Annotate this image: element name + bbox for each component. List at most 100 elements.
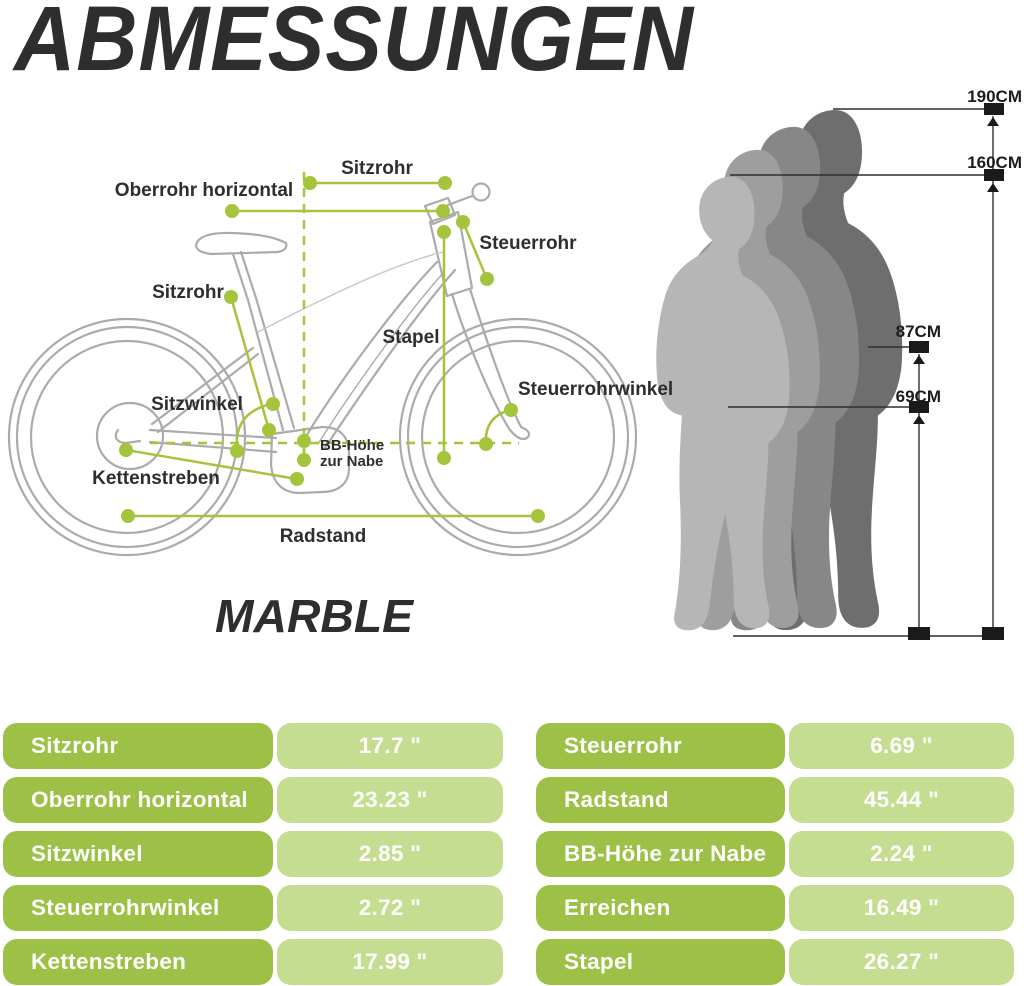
rear-hub-motor	[95, 401, 165, 471]
cable-line	[257, 251, 444, 333]
dim-label-steuerrohrwinkel: Steuerrohrwinkel	[3, 885, 273, 931]
height-value-87: 87CM	[896, 322, 941, 341]
measure-dot	[437, 451, 451, 465]
dim-kettenstreben	[119, 443, 304, 486]
dim-radstand	[121, 509, 545, 523]
measure-dot	[266, 397, 280, 411]
measure-dot	[297, 453, 311, 467]
dim-value-kettenstreben: 17.99 "	[277, 939, 503, 985]
measure-dot	[297, 434, 311, 448]
dim-label-erreichen: Erreichen	[536, 885, 785, 931]
label-steuerrohr: Steuerrohr	[479, 233, 577, 254]
dim-value-oberrohr: 23.23 "	[277, 777, 503, 823]
marker-87-arrow	[913, 355, 925, 364]
marker-69-arrow	[913, 415, 925, 424]
height-value-190: 190CM	[967, 87, 1022, 106]
marker-190	[984, 103, 1004, 115]
height-value-69: 69CM	[896, 387, 941, 406]
grip-ring	[471, 182, 491, 202]
model-name: MARBLE	[215, 590, 414, 642]
measure-dot	[438, 176, 452, 190]
frame	[148, 182, 531, 495]
rear-dropout	[114, 428, 142, 445]
label-kettenstreben: Kettenstreben	[92, 468, 220, 489]
measure-dot	[531, 509, 545, 523]
measure-dot	[456, 215, 470, 229]
bike-dimensions-diagram: ABMESSUNGEN 190CM 160CM 87CM 69CM	[7, 0, 1022, 642]
dim-value-erreichen: 16.49 "	[789, 885, 1014, 931]
label-bb-hoehe-1: BB-Höhe	[320, 437, 384, 454]
label-sitzrohr-top: Sitzrohr	[341, 158, 413, 179]
dim-label-kettenstreben: Kettenstreben	[3, 939, 273, 985]
dim-bb-drop	[297, 434, 311, 467]
dimensions-table-left: Sitzrohr 17.7 " Oberrohr horizontal 23.2…	[3, 723, 503, 985]
front-wheel	[398, 317, 638, 557]
marker-160-arrow	[987, 183, 999, 192]
front-dropout	[508, 425, 531, 441]
dim-value-steuerrohr: 6.69 "	[789, 723, 1014, 769]
dim-label-radstand: Radstand	[536, 777, 785, 823]
stem	[423, 196, 457, 226]
label-oberrohr: Oberrohr horizontal	[115, 180, 293, 201]
measure-dot	[290, 472, 304, 486]
rider-silhouettes	[656, 109, 903, 631]
dim-value-bb-hoehe: 2.24 "	[789, 831, 1014, 877]
measure-dot	[437, 225, 451, 239]
label-steuerrohrwinkel: Steuerrohrwinkel	[518, 379, 673, 400]
dimensions-table-right: Steuerrohr 6.69 " Radstand 45.44 " BB-Hö…	[536, 723, 1014, 985]
marker-87	[909, 341, 929, 353]
dim-value-sitzwinkel: 2.85 "	[277, 831, 503, 877]
label-sitzwinkel: Sitzwinkel	[151, 394, 243, 415]
diagram-labels: Sitzrohr Oberrohr horizontal Steuerrohr …	[92, 158, 673, 547]
bike-outline	[7, 182, 638, 557]
dim-value-sitzrohr: 17.7 "	[277, 723, 503, 769]
label-bb-hoehe-2: zur Nabe	[320, 453, 383, 470]
label-sitzrohr-left: Sitzrohr	[152, 282, 224, 303]
battery-line	[317, 271, 445, 445]
dim-steuerrohrwinkel-arc	[479, 403, 518, 451]
dim-value-steuerrohrwinkel: 2.72 "	[277, 885, 503, 931]
dimension-lines	[119, 172, 545, 523]
measure-dot	[121, 509, 135, 523]
marker-69	[909, 401, 929, 413]
head-tube	[428, 210, 474, 298]
motor-housing	[269, 425, 351, 495]
marker-ground-inner	[908, 627, 930, 640]
measure-dot	[303, 176, 317, 190]
fork	[450, 292, 512, 432]
label-stapel: Stapel	[382, 327, 439, 348]
dim-label-sitzrohr: Sitzrohr	[3, 723, 273, 769]
height-measurements: 190CM 160CM 87CM 69CM	[728, 87, 1022, 640]
marker-160	[984, 169, 1004, 181]
dim-label-oberrohr: Oberrohr horizontal	[3, 777, 273, 823]
height-value-160: 160CM	[967, 153, 1022, 172]
label-radstand: Radstand	[280, 526, 367, 547]
measure-dot	[479, 437, 493, 451]
saddle	[194, 231, 288, 256]
handlebar	[446, 194, 474, 207]
dim-label-bb-hoehe: BB-Höhe zur Nabe	[536, 831, 785, 877]
measure-dot	[480, 272, 494, 286]
dim-sitzrohr-top	[303, 176, 452, 190]
measure-dot	[230, 444, 244, 458]
measure-dot	[436, 204, 450, 218]
page-title: ABMESSUNGEN	[12, 0, 695, 90]
dim-stapel	[437, 225, 451, 465]
dim-value-radstand: 45.44 "	[789, 777, 1014, 823]
measure-dot	[225, 204, 239, 218]
measure-dot	[262, 423, 276, 437]
dim-sitzwinkel-arc	[230, 397, 280, 458]
dim-steuerrohr	[456, 215, 494, 286]
chainstay	[148, 428, 278, 440]
measure-dot	[504, 403, 518, 417]
dim-label-steuerrohr: Steuerrohr	[536, 723, 785, 769]
dim-value-stapel: 26.27 "	[789, 939, 1014, 985]
measure-dot	[224, 290, 238, 304]
down-tube	[303, 260, 439, 440]
dim-oberrohr	[225, 204, 450, 218]
seat-stay	[150, 346, 255, 426]
marker-190-arrow	[987, 117, 999, 126]
dim-label-stapel: Stapel	[536, 939, 785, 985]
marker-ground-outer	[982, 627, 1004, 640]
measure-dot	[119, 443, 133, 457]
